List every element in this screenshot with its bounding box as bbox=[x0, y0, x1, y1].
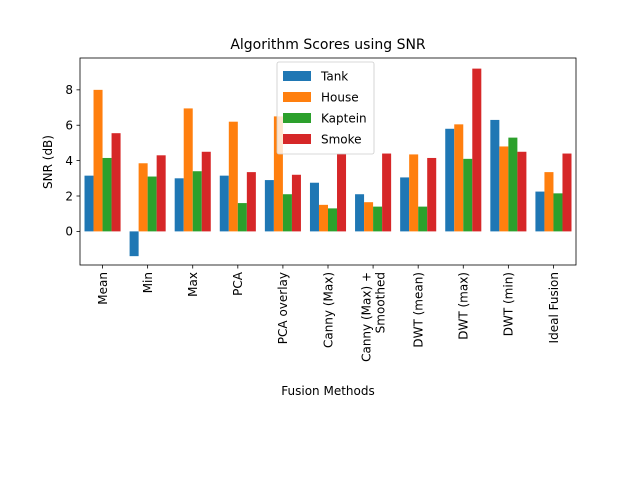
x-tick-label-line: DWT (mean) bbox=[411, 272, 425, 348]
bar-smoke-1 bbox=[156, 155, 166, 232]
bar-tank-2 bbox=[174, 178, 184, 232]
bar-kaptein-8 bbox=[463, 158, 473, 232]
bar-kaptein-2 bbox=[192, 171, 202, 232]
legend: Tank House Kaptein Smoke bbox=[276, 61, 375, 155]
bar-kaptein-9 bbox=[508, 137, 518, 232]
x-tick-label-line: Smoothed bbox=[373, 272, 387, 333]
bar-tank-3 bbox=[219, 175, 229, 232]
y-tick-label: 2 bbox=[65, 189, 73, 203]
bar-kaptein-3 bbox=[237, 203, 247, 232]
legend-label-smoke: Smoke bbox=[321, 133, 362, 147]
x-tick-label-line: DWT (max) bbox=[457, 272, 471, 340]
bar-kaptein-1 bbox=[147, 176, 157, 232]
bar-tank-5 bbox=[309, 182, 319, 232]
y-tick-label: 8 bbox=[65, 83, 73, 97]
bar-tank-1 bbox=[129, 231, 139, 257]
x-tick-label: PCA overlay bbox=[276, 272, 290, 344]
bar-smoke-6 bbox=[382, 153, 392, 232]
bar-house-8 bbox=[454, 124, 464, 232]
bar-tank-0 bbox=[84, 175, 94, 232]
y-tick-label: 4 bbox=[65, 154, 73, 168]
bar-kaptein-5 bbox=[328, 208, 338, 232]
x-tick-label: Min bbox=[141, 272, 155, 293]
bar-house-2 bbox=[183, 108, 193, 232]
x-tick-label-line: Ideal Fusion bbox=[547, 272, 561, 343]
bars-group bbox=[84, 68, 572, 257]
bar-tank-8 bbox=[445, 128, 455, 232]
bar-house-4 bbox=[273, 116, 283, 232]
x-tick-label-line: PCA overlay bbox=[276, 272, 290, 344]
bar-smoke-4 bbox=[291, 174, 301, 232]
chart-title: Algorithm Scores using SNR bbox=[230, 37, 426, 53]
x-axis-title: Fusion Methods bbox=[281, 384, 374, 398]
bar-tank-10 bbox=[535, 191, 545, 232]
y-tick-label: 0 bbox=[65, 225, 73, 239]
bar-smoke-10 bbox=[562, 153, 572, 232]
bar-tank-4 bbox=[264, 180, 274, 232]
bar-tank-9 bbox=[490, 119, 500, 232]
legend-box bbox=[276, 61, 375, 155]
bar-smoke-7 bbox=[427, 157, 437, 232]
bar-house-5 bbox=[318, 204, 328, 232]
x-tick-label-line: PCA bbox=[231, 271, 245, 296]
y-tick-label: 6 bbox=[65, 119, 73, 133]
bar-kaptein-0 bbox=[102, 157, 112, 232]
legend-swatch-smoke bbox=[283, 134, 311, 144]
y-axis-title: SNR (dB) bbox=[41, 135, 55, 189]
bar-house-1 bbox=[138, 163, 148, 232]
bar-house-3 bbox=[228, 121, 238, 232]
legend-swatch-kaptein bbox=[283, 113, 311, 123]
x-tick-label: Max bbox=[186, 272, 200, 297]
bar-smoke-0 bbox=[111, 133, 121, 232]
x-tick-label-line: Max bbox=[186, 272, 200, 297]
legend-label-house: House bbox=[321, 91, 359, 105]
x-tick-label: Canny (Max) +Smoothed bbox=[359, 272, 387, 362]
x-tick-label: Ideal Fusion bbox=[547, 272, 561, 343]
bar-kaptein-7 bbox=[418, 206, 428, 232]
legend-swatch-house bbox=[283, 92, 311, 102]
bar-tank-7 bbox=[400, 177, 410, 232]
bar-smoke-8 bbox=[472, 68, 482, 232]
x-tick-label-line: Canny (Max) bbox=[321, 272, 335, 348]
x-tick-label: PCA bbox=[231, 271, 245, 296]
legend-swatch-tank bbox=[283, 71, 311, 81]
bar-kaptein-4 bbox=[282, 194, 292, 232]
bar-house-10 bbox=[544, 172, 554, 232]
bar-house-7 bbox=[409, 154, 419, 232]
bar-house-6 bbox=[364, 202, 374, 232]
bar-tank-6 bbox=[355, 194, 365, 232]
legend-label-tank: Tank bbox=[320, 70, 348, 84]
x-tick-label-line: Canny (Max) + bbox=[359, 272, 373, 362]
bar-kaptein-6 bbox=[373, 206, 383, 232]
x-tick-label: DWT (mean) bbox=[411, 272, 425, 348]
x-tick-label: Canny (Max) bbox=[321, 272, 335, 348]
x-tick-label: DWT (min) bbox=[502, 272, 516, 336]
bar-house-9 bbox=[499, 146, 509, 232]
x-tick-label-line: Min bbox=[141, 272, 155, 293]
bar-smoke-2 bbox=[201, 151, 211, 232]
axes-group: 0 2 4 6 8 Mean Min Max PCA PCA overlay Canny (Max)… bbox=[65, 57, 577, 362]
bar-kaptein-10 bbox=[553, 193, 563, 232]
x-tick-label: Mean bbox=[96, 272, 110, 305]
bar-smoke-9 bbox=[517, 151, 527, 232]
legend-label-kaptein: Kaptein bbox=[321, 112, 367, 126]
x-tick-label: DWT (max) bbox=[457, 272, 471, 340]
x-tick-label-line: DWT (min) bbox=[502, 272, 516, 336]
bar-smoke-5 bbox=[337, 153, 347, 232]
x-tick-label-line: Mean bbox=[96, 272, 110, 305]
bar-house-0 bbox=[93, 89, 103, 232]
bar-smoke-3 bbox=[246, 172, 256, 232]
